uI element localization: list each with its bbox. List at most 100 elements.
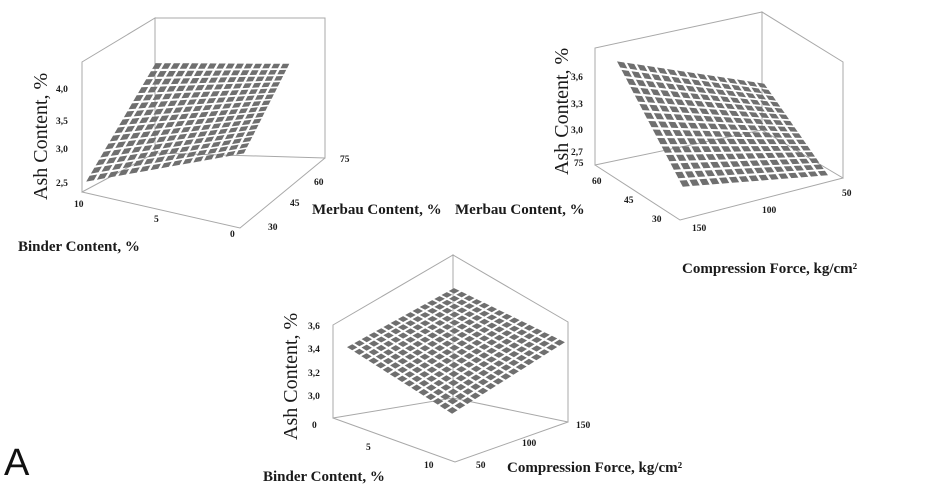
surface-2-cell — [673, 114, 684, 121]
z-tick-3-1: 3,0 — [308, 392, 320, 402]
surface-1-cell — [152, 94, 163, 100]
surface-2-cell — [661, 146, 672, 153]
surface-1-cell — [277, 69, 287, 75]
z-tick-3-2: 3,2 — [308, 369, 320, 379]
surface-2-cell — [675, 84, 687, 91]
chart-panel-3: Ash Content, % 0 3,0 3,2 3,4 3,6 5 10 Bi… — [263, 254, 683, 484]
surface-3-cell — [455, 393, 466, 400]
surface-1-cell — [157, 86, 168, 93]
surface-3-cell — [516, 337, 528, 344]
surface-3-cell — [454, 402, 466, 409]
surface-2-cell — [652, 129, 664, 136]
surface-3-cell — [515, 363, 527, 370]
surface-3-cell — [516, 321, 528, 328]
surface-2-cell — [667, 138, 678, 145]
surface-3-cell — [397, 375, 408, 382]
surface-2-cell — [775, 152, 786, 158]
surface-2-cell — [781, 133, 793, 138]
surface-2-cell — [695, 154, 707, 161]
surface-1-cell — [206, 98, 217, 104]
surface-1-cell — [90, 166, 102, 174]
surface-1-cell — [255, 94, 265, 100]
surface-3-cell — [382, 357, 394, 365]
surface-2-cell — [737, 79, 748, 86]
surface-2-cell — [676, 154, 687, 161]
surface-3-cell — [419, 312, 431, 318]
surface-2-cell — [655, 82, 667, 89]
surface-1-cell — [214, 135, 225, 141]
surface-2-cell — [733, 117, 744, 124]
surface-2-cell — [710, 95, 721, 102]
surface-3-cell — [434, 303, 445, 310]
surface-1-cell — [233, 83, 243, 89]
surface-3-cell — [478, 352, 490, 359]
surface-3-cell — [433, 371, 445, 378]
surface-1-cell — [114, 126, 125, 134]
surface-3 — [347, 288, 565, 414]
surface-2-cell — [721, 83, 732, 90]
surface-2-cell — [685, 171, 696, 178]
z-tick-1-3: 4,0 — [56, 85, 68, 95]
surface-3-cell — [493, 310, 505, 316]
surface-3-cell — [361, 336, 372, 343]
surface-2-cell — [702, 130, 713, 137]
surface-3-cell — [455, 374, 467, 382]
surface-1-cell — [210, 91, 220, 97]
surface-1-cell — [161, 63, 172, 69]
surface-2-cell — [752, 132, 763, 138]
surface-3-cell — [441, 340, 453, 347]
surface-2-cell — [720, 161, 731, 168]
surface-3-cell — [531, 354, 542, 361]
surface-3-cell — [434, 296, 445, 302]
surface-1-cell — [170, 127, 181, 134]
surface-2-cell — [731, 84, 742, 91]
surface-1-cell — [148, 150, 159, 158]
surface-3-cell — [449, 353, 460, 360]
surface-1-cell — [166, 71, 176, 77]
surface-1-cell — [228, 127, 239, 133]
x-tick-3-1: 5 — [366, 443, 371, 453]
surface-3-cell — [433, 379, 445, 387]
surface-2-cell — [635, 79, 647, 87]
surface-3-cell — [463, 352, 475, 360]
surface-2-cell — [773, 120, 784, 125]
z-tick-2-3: 3,6 — [571, 73, 583, 83]
surface-2-cell — [704, 170, 715, 177]
surface-1-cell — [182, 106, 193, 113]
surface-3-cell — [375, 353, 387, 360]
surface-2-cell — [732, 131, 743, 137]
surface-3-cell — [471, 356, 482, 364]
surface-1-cell — [245, 130, 256, 137]
surface-3-cell — [449, 303, 460, 310]
surface-2-cell — [730, 161, 741, 167]
surface-1-cell — [140, 131, 151, 138]
surface-1-cell — [105, 142, 116, 150]
surface-3-cell — [382, 366, 394, 373]
surface-3-cell — [397, 332, 409, 339]
surface-3-cell — [441, 357, 453, 364]
surface-3-cell — [500, 364, 512, 371]
surface-3-cell — [419, 353, 431, 360]
surface-2-cell — [750, 99, 761, 105]
surface-3-cell — [419, 328, 431, 335]
surface-3-cell — [456, 323, 468, 330]
surface-3-cell — [426, 357, 438, 365]
surface-1-cell — [110, 149, 122, 156]
surface-1-cell — [143, 158, 155, 165]
x-axis-title-2: Compression Force, kg/cm² — [682, 261, 858, 277]
surface-2-cell — [744, 105, 755, 111]
surface-3-cell — [405, 312, 416, 318]
surface-1-cell — [86, 174, 98, 182]
surface-1-cell — [175, 70, 186, 77]
y-tick-2-3: 75 — [574, 159, 584, 169]
surface-1-cell — [157, 101, 168, 107]
surface-2-cell — [639, 104, 650, 111]
surface-3-cell — [493, 318, 505, 325]
surface-2-cell — [723, 117, 734, 123]
surface-2 — [617, 61, 828, 187]
surface-2-cell — [758, 174, 769, 181]
surface-2-cell — [621, 69, 632, 77]
surface-3-cell — [477, 378, 489, 386]
y-tick-2-1: 45 — [624, 196, 634, 206]
surface-3-cell — [412, 308, 423, 314]
